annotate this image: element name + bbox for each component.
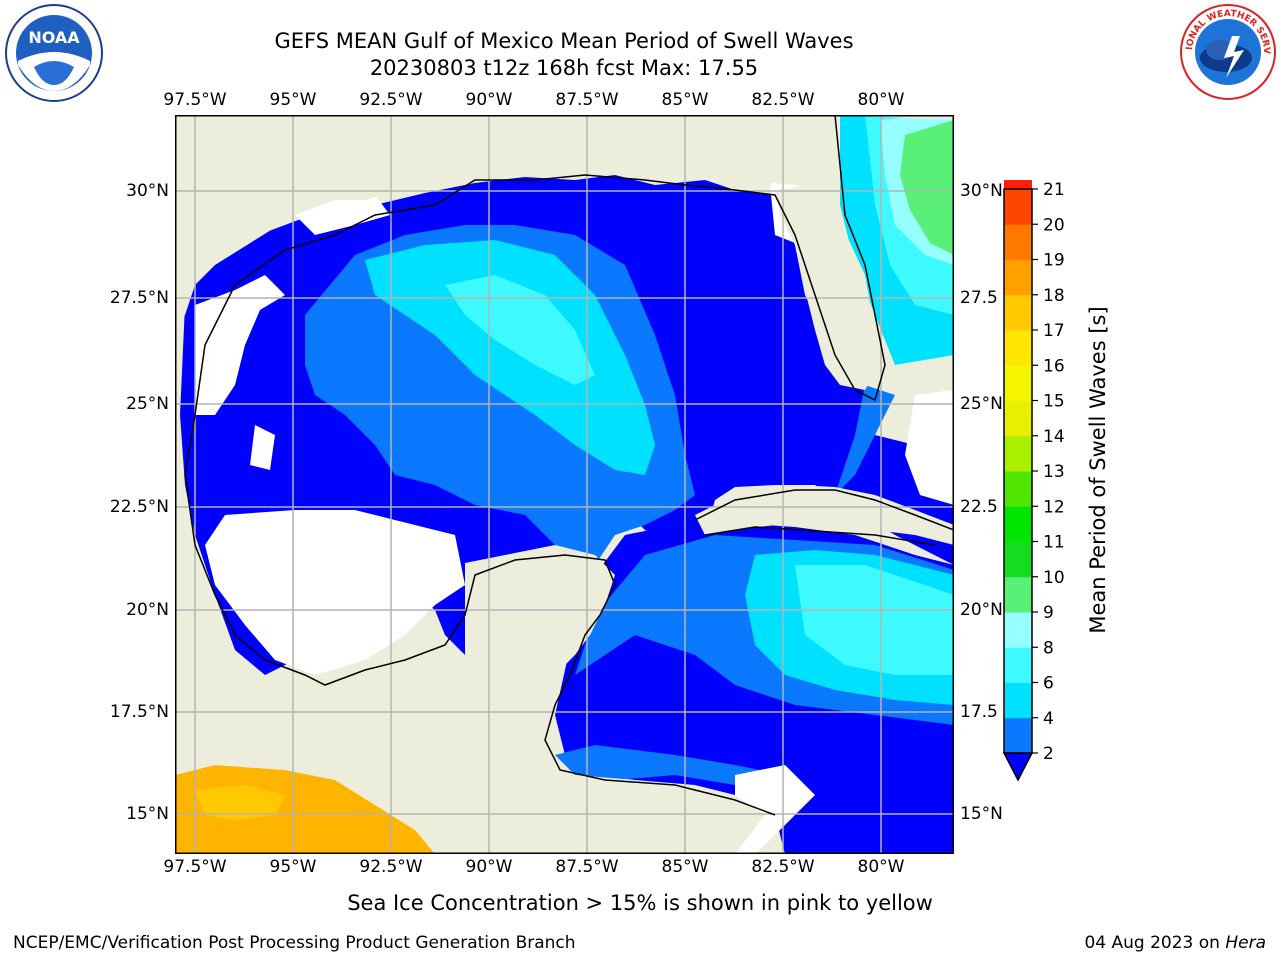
swell-band-2-4s-south [555, 745, 785, 805]
noaa-logo-icon: NOAA [5, 4, 103, 102]
colorbar-tick-label: 4 [1043, 709, 1054, 729]
map-frame [175, 115, 954, 854]
y-label-right: 20°N [960, 600, 1003, 620]
y-label-left: 17.5°N [109, 702, 169, 722]
map-title: GEFS MEAN Gulf of Mexico Mean Period of … [274, 29, 854, 53]
land-cuba [695, 485, 954, 545]
land-florida [775, 185, 880, 390]
colorbar-segment [1004, 506, 1032, 542]
colorbar-segment [1004, 576, 1032, 613]
colorbar-segment [1004, 471, 1032, 507]
y-label-right: 17.5 [960, 702, 998, 722]
x-label-top: 87.5°W [555, 90, 619, 110]
x-label-top: 95°W [269, 90, 317, 110]
colorbar-tick-label: 2 [1043, 744, 1054, 764]
colorbar-tick-label: 18 [1043, 286, 1065, 306]
colorbar-tick-label: 14 [1043, 427, 1065, 447]
y-label-right: 25°N [960, 394, 1003, 414]
swell-band-6-8s [445, 275, 595, 385]
x-label-top: 80°W [857, 90, 905, 110]
x-label-bottom: 87.5°W [555, 857, 619, 877]
footer-date: 04 Aug 2023 on Hera [1084, 933, 1266, 953]
footer-credit: NCEP/EMC/Verification Post Processing Pr… [13, 933, 576, 953]
x-label-bottom: 90°W [465, 857, 513, 877]
x-label-bottom: 85°W [661, 857, 709, 877]
y-label-left: 25°N [126, 394, 169, 414]
x-label-top: 97.5°W [163, 90, 227, 110]
colorbar-title: Mean Period of Swell Waves [s] [1086, 306, 1110, 634]
colorbar-tick-label: 15 [1043, 392, 1065, 412]
colorbar-tick-label: 17 [1043, 321, 1065, 341]
colorbar-segment [1004, 224, 1032, 260]
colorbar-tick-label: 16 [1043, 356, 1065, 376]
colorbar-segment [1004, 647, 1032, 683]
graticule [175, 115, 954, 854]
colorbar-segment [1004, 189, 1032, 225]
y-label-right: 22.5 [960, 497, 998, 517]
x-label-bottom: 92.5°W [359, 857, 423, 877]
swell-band-2-4s-east [835, 385, 895, 495]
land-yucatan [465, 545, 615, 725]
colorbar-tick-label: 10 [1043, 568, 1065, 588]
warm-swell-pacific-inner [195, 785, 285, 820]
coastlines [184, 115, 954, 816]
colorbar-segment [1004, 294, 1032, 331]
colorbar-segment [1004, 259, 1032, 296]
colorbar-segment [1004, 717, 1032, 754]
x-label-top: 90°W [465, 90, 513, 110]
y-label-left: 27.5°N [109, 288, 169, 308]
x-label-bottom: 97.5°W [163, 857, 227, 877]
colorbar-tick-label: 9 [1043, 603, 1054, 623]
colorbar-segment [1004, 180, 1032, 190]
colorbar-tick-label: 11 [1043, 533, 1065, 553]
land-mexico-south [175, 655, 765, 854]
colorbar-tick-label: 13 [1043, 462, 1065, 482]
colorbar-tick-label: 20 [1043, 215, 1065, 235]
sea-ice-note: Sea Ice Concentration > 15% is shown in … [347, 891, 933, 915]
colorbar-tick-label: 8 [1043, 638, 1054, 658]
x-label-top: 85°W [661, 90, 709, 110]
x-label-bottom: 95°W [269, 857, 317, 877]
y-label-left: 30°N [126, 181, 169, 201]
x-label-bottom: 80°W [857, 857, 905, 877]
swell-band-6-8s-caribbean [795, 565, 954, 675]
colorbar-tick-label: 21 [1043, 180, 1065, 200]
map-subtitle: 20230803 t12z 168h fcst Max: 17.55 [369, 56, 759, 80]
x-label-top: 82.5°W [751, 90, 815, 110]
colorbar: 2 4 6 8 9 10 11 12 13 14 15 16 17 18 19 20 21 [1002, 180, 1065, 782]
footer-date-text: 04 Aug 2023 on [1084, 933, 1220, 953]
y-label-right: 30°N [960, 181, 1003, 201]
colorbar-extend-triangle [1002, 752, 1034, 782]
x-label-top: 92.5°W [359, 90, 423, 110]
map-panel [175, 115, 954, 854]
land-north-coast [175, 115, 954, 325]
colorbar-tick-label: 12 [1043, 497, 1065, 517]
svg-text:NOAA: NOAA [28, 28, 80, 47]
swell-band-9-10s [900, 120, 954, 255]
colorbar-tick-label: 6 [1043, 674, 1054, 694]
y-label-right: 15°N [960, 804, 1003, 824]
colorbar-segment [1004, 612, 1032, 648]
colorbar-segment [1004, 541, 1032, 578]
y-label-left: 22.5°N [109, 497, 169, 517]
colorbar-segment [1004, 365, 1032, 401]
colorbar-segment [1004, 330, 1032, 366]
y-label-right: 27.5 [960, 288, 998, 308]
national-weather-service-logo-icon: NATIONAL WEATHER SERVICE [1178, 2, 1276, 100]
y-label-left: 20°N [126, 600, 169, 620]
y-label-left: 15°N [126, 804, 169, 824]
colorbar-segment [1004, 435, 1032, 472]
no-data-areas [195, 165, 954, 854]
colorbar-segment [1004, 682, 1032, 719]
footer-host: Hera [1225, 933, 1266, 953]
colorbar-tick-label: 19 [1043, 251, 1065, 271]
x-label-bottom: 82.5°W [751, 857, 815, 877]
colorbar-segment [1004, 400, 1032, 437]
